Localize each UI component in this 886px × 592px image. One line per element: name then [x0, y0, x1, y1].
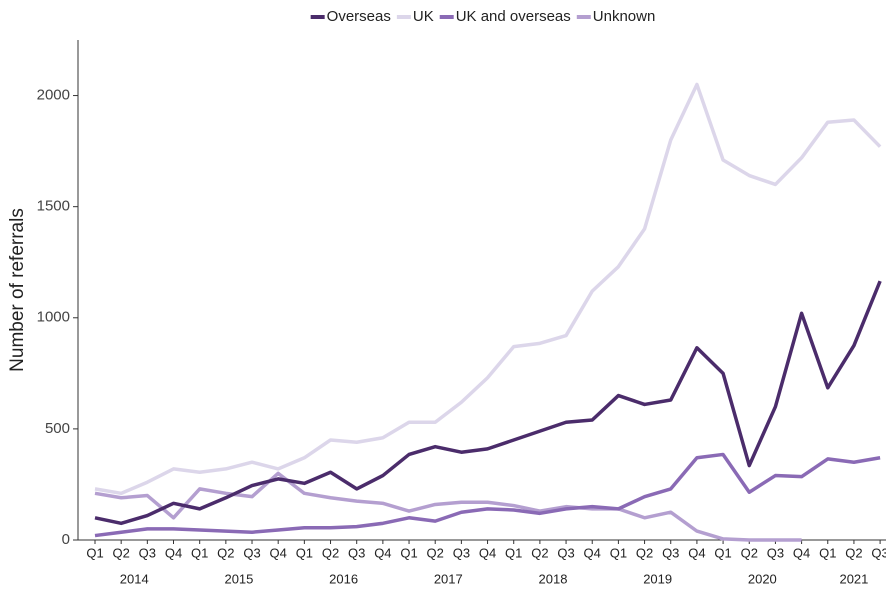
year-label: 2020 [748, 571, 777, 586]
legend-item: Overseas [310, 8, 391, 25]
legend-label: UK and overseas [456, 8, 571, 25]
legend: Overseas UK UK and overseas Unknown [310, 8, 656, 25]
x-tick-label: Q4 [479, 545, 496, 560]
legend-label: Overseas [327, 8, 391, 25]
x-tick-label: Q1 [714, 545, 731, 560]
x-tick-label: Q4 [270, 545, 287, 560]
x-tick-label: Q2 [322, 545, 339, 560]
y-axis-title: Number of referrals [7, 208, 28, 372]
y-tick-label: 0 [62, 531, 70, 548]
year-label: 2021 [839, 571, 868, 586]
x-tick-label: Q4 [165, 545, 182, 560]
x-tick-label: Q2 [112, 545, 129, 560]
x-tick-label: Q2 [427, 545, 444, 560]
x-tick-label: Q1 [610, 545, 627, 560]
y-tick-label: 1000 [37, 309, 70, 326]
year-label: 2017 [434, 571, 463, 586]
year-label: 2014 [120, 571, 149, 586]
x-tick-label: Q3 [871, 545, 886, 560]
x-tick-label: Q1 [400, 545, 417, 560]
x-tick-label: Q1 [296, 545, 313, 560]
x-tick-label: Q2 [741, 545, 758, 560]
x-tick-label: Q1 [86, 545, 103, 560]
x-tick-label: Q1 [819, 545, 836, 560]
x-tick-label: Q3 [767, 545, 784, 560]
x-tick-label: Q2 [845, 545, 862, 560]
x-tick-label: Q2 [531, 545, 548, 560]
x-tick-label: Q4 [584, 545, 601, 560]
x-tick-label: Q3 [348, 545, 365, 560]
year-label: 2016 [329, 571, 358, 586]
x-tick-label: Q4 [688, 545, 705, 560]
year-label: 2018 [539, 571, 568, 586]
x-tick-label: Q3 [139, 545, 156, 560]
series-line [94, 452, 881, 538]
legend-item: UK and overseas [439, 8, 571, 25]
series-line [94, 82, 882, 496]
year-label: 2019 [643, 571, 672, 586]
series-line [94, 471, 802, 542]
x-tick-label: Q3 [453, 545, 470, 560]
y-tick-label: 1500 [37, 198, 70, 215]
year-label: 2015 [224, 571, 253, 586]
legend-item: Unknown [576, 8, 656, 25]
x-tick-label: Q1 [505, 545, 522, 560]
y-tick-label: 2000 [37, 87, 70, 104]
x-tick-label: Q4 [374, 545, 391, 560]
legend-label: Unknown [593, 8, 656, 25]
legend-item: UK [396, 8, 434, 25]
x-tick-label: Q1 [191, 545, 208, 560]
x-tick-label: Q2 [636, 545, 653, 560]
x-tick-label: Q3 [662, 545, 679, 560]
legend-label: UK [413, 8, 434, 25]
x-tick-label: Q3 [243, 545, 260, 560]
x-tick-label: Q2 [217, 545, 234, 560]
x-tick-label: Q3 [557, 545, 574, 560]
y-tick-label: 500 [45, 420, 70, 437]
x-tick-label: Q4 [793, 545, 810, 560]
series-line [94, 280, 882, 526]
